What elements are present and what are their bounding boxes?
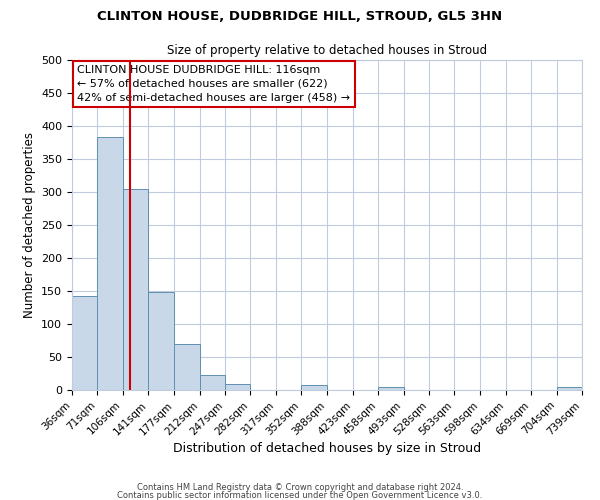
Text: Contains HM Land Registry data © Crown copyright and database right 2024.: Contains HM Land Registry data © Crown c… xyxy=(137,484,463,492)
Bar xyxy=(97,137,123,390)
Bar xyxy=(200,376,225,390)
Bar xyxy=(174,344,200,390)
Text: Contains public sector information licensed under the Open Government Licence v3: Contains public sector information licen… xyxy=(118,490,482,500)
Text: CLINTON HOUSE, DUDBRIDGE HILL, STROUD, GL5 3HN: CLINTON HOUSE, DUDBRIDGE HILL, STROUD, G… xyxy=(97,10,503,23)
Bar xyxy=(148,292,173,390)
Y-axis label: Number of detached properties: Number of detached properties xyxy=(23,132,35,318)
Bar xyxy=(72,296,97,390)
Bar xyxy=(557,388,582,390)
Title: Size of property relative to detached houses in Stroud: Size of property relative to detached ho… xyxy=(167,44,487,58)
Bar xyxy=(301,384,326,390)
X-axis label: Distribution of detached houses by size in Stroud: Distribution of detached houses by size … xyxy=(173,442,481,455)
Bar xyxy=(378,388,404,390)
Bar xyxy=(225,384,250,390)
Bar xyxy=(123,188,148,390)
Text: CLINTON HOUSE DUDBRIDGE HILL: 116sqm
← 57% of detached houses are smaller (622)
: CLINTON HOUSE DUDBRIDGE HILL: 116sqm ← 5… xyxy=(77,65,350,103)
